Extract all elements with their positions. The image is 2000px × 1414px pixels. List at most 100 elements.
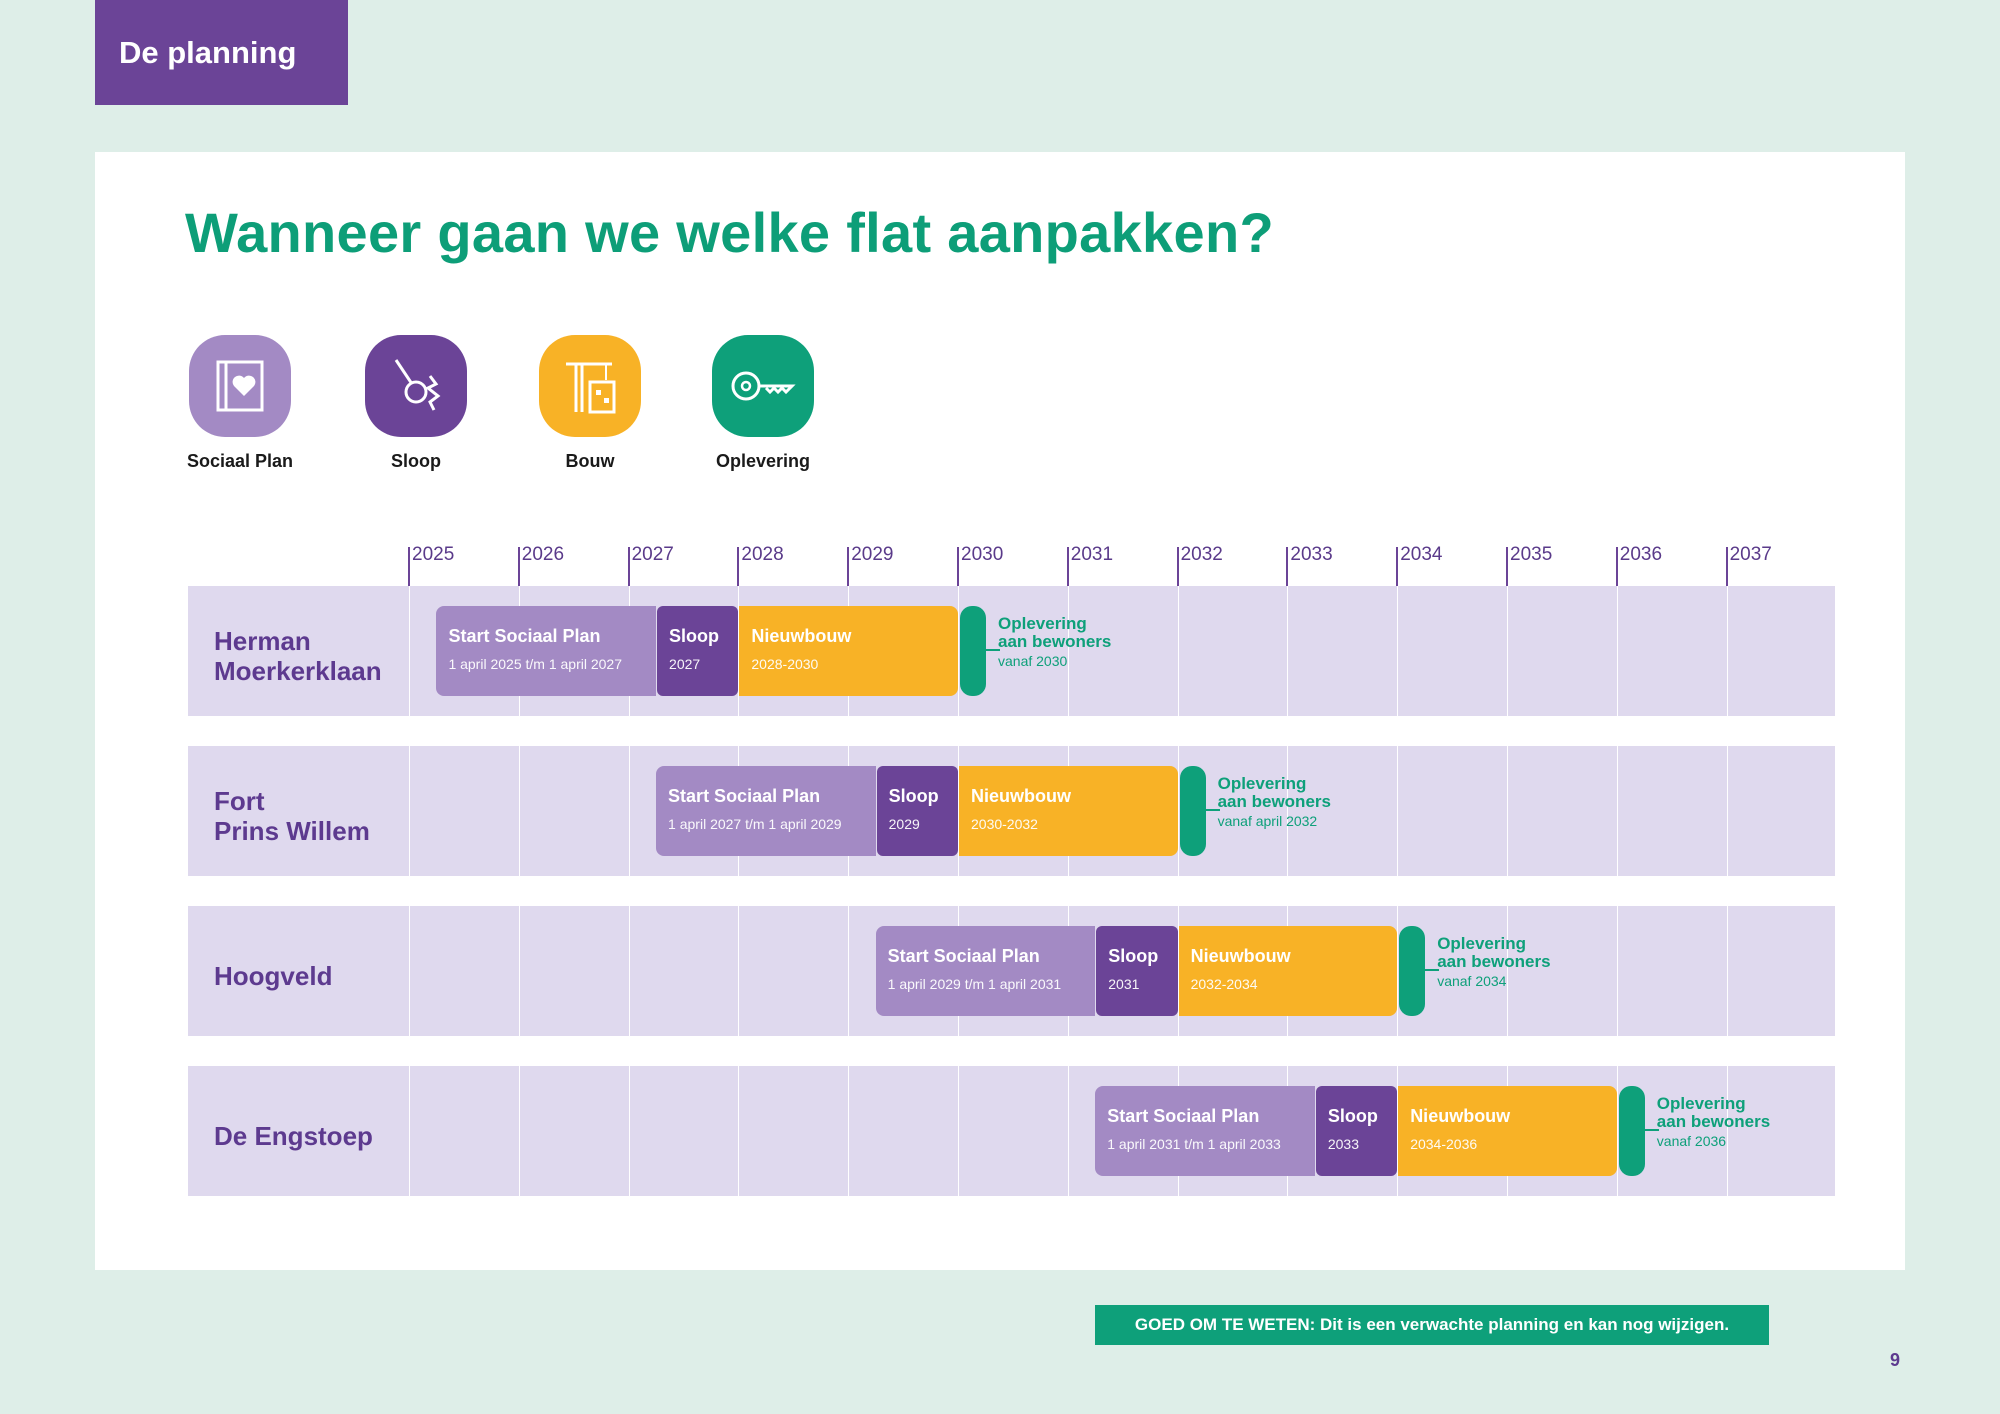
grid-line xyxy=(1177,586,1179,716)
grid-line xyxy=(1507,906,1508,1036)
nieuwbouw-title: Nieuwbouw xyxy=(1410,1106,1511,1126)
grid-line xyxy=(628,906,630,1036)
sloop-year: 2033 xyxy=(1327,1136,1359,1152)
grid-line xyxy=(1177,906,1179,1036)
oplevering-date: vanaf 2034 xyxy=(1437,973,1507,989)
axis-year-label: 2034 xyxy=(1400,544,1443,565)
social-plan-bar: Start Sociaal Plan 1 april 2031 t/m 1 apr… xyxy=(1095,1086,1315,1176)
grid-line xyxy=(958,1066,959,1196)
legend-label: Sociaal Plan xyxy=(186,451,294,471)
axis-year-label: 2030 xyxy=(961,544,1004,565)
oplevering-connector xyxy=(986,649,1000,651)
oplevering-marker xyxy=(960,606,986,696)
nieuwbouw-bar: Nieuwbouw 2032-2034 xyxy=(1178,926,1398,1016)
flat-name-line2: Moerkerklaan xyxy=(214,656,382,686)
social-plan-title: Start Sociaal Plan xyxy=(448,626,601,646)
nieuwbouw-period: 2028-2030 xyxy=(751,656,819,672)
nieuwbouw-bar: Nieuwbouw 2028-2030 xyxy=(739,606,958,696)
grid-line xyxy=(1726,906,1728,1036)
grid-line xyxy=(848,906,850,1036)
oplevering-date: vanaf 2036 xyxy=(1656,1133,1727,1149)
sloop-bar: Sloop 2031 xyxy=(1096,926,1178,1016)
legend-label: Sloop xyxy=(391,451,441,471)
axis-year-label: 2028 xyxy=(741,544,784,565)
oplevering-label: Oplevering aan bewoners vanaf 2030 xyxy=(998,615,1112,670)
oplevering-title-line2: aan bewoners xyxy=(1437,952,1551,971)
grid-line xyxy=(1397,906,1399,1036)
social-plan-bar: Start Sociaal Plan 1 april 2025 t/m 1 apr… xyxy=(436,606,657,696)
oplevering-title-line2: aan bewoners xyxy=(998,632,1112,651)
flat-name-line2: Prins Willem xyxy=(214,816,370,846)
oplevering-title-line2: aan bewoners xyxy=(1217,792,1331,811)
oplevering-title-line2: aan bewoners xyxy=(1656,1112,1771,1131)
axis-tick xyxy=(1615,547,1618,587)
axis-year-label: 2035 xyxy=(1510,544,1553,565)
social-plan-title: Start Sociaal Plan xyxy=(1107,1106,1260,1126)
axis-year-label: 2026 xyxy=(521,544,565,565)
axis-tick xyxy=(1396,547,1399,587)
oplevering-marker xyxy=(1399,926,1426,1016)
nieuwbouw-bar: Nieuwbouw 2030-2032 xyxy=(959,766,1178,856)
axis-year-label: 2031 xyxy=(1070,544,1114,565)
nieuwbouw-period: 2034-2036 xyxy=(1410,1136,1478,1152)
social-plan-period: 1 april 2029 t/m 1 april 2031 xyxy=(887,976,1062,992)
grid-line xyxy=(1397,746,1399,876)
flat-name-line1: Herman xyxy=(214,626,311,656)
sloop-year: 2027 xyxy=(669,656,701,672)
axis-year-label: 2029 xyxy=(851,544,894,565)
axis-tick xyxy=(627,547,630,587)
grid-line xyxy=(1507,746,1508,876)
axis-tick xyxy=(1176,547,1179,587)
grid-line xyxy=(738,906,740,1036)
note-banner: GOED OM TE WETEN: Dit is een verwachte p… xyxy=(1095,1305,1769,1345)
axis-year-label: 2025 xyxy=(412,544,455,565)
social-plan-title: Start Sociaal Plan xyxy=(887,946,1040,966)
social-plan-bar: Start Sociaal Plan 1 april 2029 t/m 1 apr… xyxy=(875,926,1096,1016)
grid-line xyxy=(1067,1066,1069,1196)
axis-year-label: 2036 xyxy=(1619,544,1663,565)
grid-line xyxy=(628,1066,630,1196)
sloop-title: Sloop xyxy=(669,626,720,646)
grid-line xyxy=(1507,586,1508,716)
axis-year-label: 2027 xyxy=(631,544,674,565)
wrecking-ball-icon xyxy=(365,335,467,437)
legend-item-sloop: Sloop xyxy=(316,335,516,472)
oplevering-connector xyxy=(1425,969,1440,971)
social-plan-title: Start Sociaal Plan xyxy=(668,786,821,806)
flat-name-line1: Fort xyxy=(214,786,265,816)
grid-line xyxy=(1726,746,1728,876)
grid-line xyxy=(1726,586,1728,716)
legend-label: Oplevering xyxy=(715,451,811,471)
nieuwbouw-bar: Nieuwbouw 2034-2036 xyxy=(1398,1086,1617,1176)
grid-line xyxy=(409,586,410,716)
page-title: Wanneer gaan we welke flat aanpakken? xyxy=(185,201,1274,264)
oplevering-date: vanaf 2030 xyxy=(998,653,1068,669)
grid-line xyxy=(409,1066,410,1196)
grid-line xyxy=(848,1066,850,1196)
grid-line xyxy=(1397,586,1399,716)
section-tab: De planning xyxy=(95,0,348,105)
axis-year-label: 2037 xyxy=(1729,544,1772,565)
grid-line xyxy=(1616,746,1618,876)
sloop-title: Sloop xyxy=(1108,946,1159,966)
social-plan-period: 1 april 2025 t/m 1 april 2027 xyxy=(448,656,622,672)
grid-line xyxy=(518,746,520,876)
grid-line xyxy=(409,906,410,1036)
grid-line xyxy=(1616,906,1618,1036)
oplevering-title-line1: Oplevering xyxy=(1437,934,1526,953)
grid-line xyxy=(1616,1066,1618,1196)
oplevering-label: Oplevering aan bewoners vanaf 2036 xyxy=(1656,1094,1771,1150)
oplevering-title-line1: Oplevering xyxy=(1656,1094,1746,1113)
grid-line xyxy=(518,906,520,1036)
nieuwbouw-title: Nieuwbouw xyxy=(1190,946,1291,966)
grid-line xyxy=(628,746,630,876)
sloop-bar: Sloop 2027 xyxy=(657,606,739,696)
axis-year-label: 2033 xyxy=(1290,544,1333,565)
axis-tick xyxy=(847,547,850,587)
sloop-title: Sloop xyxy=(1327,1106,1378,1126)
sloop-bar: Sloop 2033 xyxy=(1315,1086,1398,1176)
oplevering-label: Oplevering aan bewoners vanaf 2034 xyxy=(1437,934,1551,990)
social-plan-period: 1 april 2031 t/m 1 april 2033 xyxy=(1107,1136,1281,1152)
nieuwbouw-period: 2030-2032 xyxy=(971,816,1038,832)
flat-name-line1: Hoogveld xyxy=(214,961,333,991)
